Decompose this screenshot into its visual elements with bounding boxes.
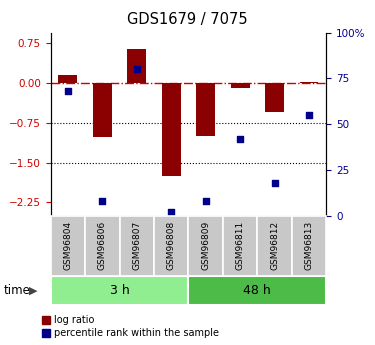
Text: 48 h: 48 h <box>243 284 271 297</box>
Bar <box>265 83 284 112</box>
Text: GSM96811: GSM96811 <box>236 221 244 270</box>
FancyBboxPatch shape <box>188 216 223 276</box>
FancyBboxPatch shape <box>51 276 188 305</box>
Bar <box>196 83 215 136</box>
Text: GSM96813: GSM96813 <box>304 221 313 270</box>
Bar <box>127 49 146 83</box>
FancyBboxPatch shape <box>120 216 154 276</box>
Point <box>134 67 140 72</box>
FancyBboxPatch shape <box>292 216 326 276</box>
Text: GSM96812: GSM96812 <box>270 221 279 270</box>
Point <box>237 136 243 141</box>
Text: 3 h: 3 h <box>110 284 129 297</box>
Bar <box>93 83 112 137</box>
Text: GSM96806: GSM96806 <box>98 221 107 270</box>
FancyBboxPatch shape <box>85 216 120 276</box>
Point <box>65 89 71 94</box>
FancyBboxPatch shape <box>51 216 85 276</box>
Point <box>99 198 105 204</box>
FancyBboxPatch shape <box>154 216 188 276</box>
Point <box>306 112 312 118</box>
FancyBboxPatch shape <box>188 276 326 305</box>
Point <box>272 180 278 186</box>
Text: ▶: ▶ <box>28 286 37 296</box>
Text: GSM96808: GSM96808 <box>167 221 176 270</box>
Legend: log ratio, percentile rank within the sample: log ratio, percentile rank within the sa… <box>42 315 219 338</box>
Bar <box>58 75 77 83</box>
Bar <box>300 82 318 83</box>
Text: time: time <box>4 284 31 297</box>
Text: GSM96807: GSM96807 <box>132 221 141 270</box>
Text: GSM96804: GSM96804 <box>63 221 72 270</box>
Bar <box>231 83 250 88</box>
FancyBboxPatch shape <box>257 216 292 276</box>
Point <box>202 198 208 204</box>
Point <box>168 209 174 215</box>
Text: GSM96809: GSM96809 <box>201 221 210 270</box>
Text: GDS1679 / 7075: GDS1679 / 7075 <box>127 12 248 27</box>
Bar <box>162 83 181 176</box>
FancyBboxPatch shape <box>223 216 257 276</box>
